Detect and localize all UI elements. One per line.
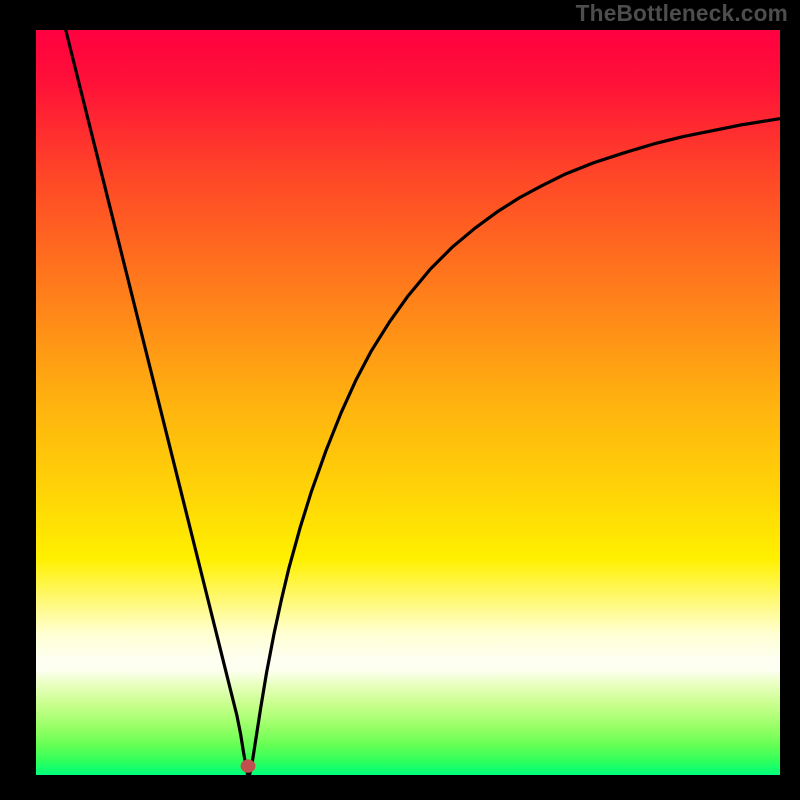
gradient-background: [36, 30, 780, 775]
plot-area: [36, 30, 780, 775]
chart-container: TheBottleneck.com: [0, 0, 800, 800]
minimum-marker: [241, 759, 256, 772]
watermark-text: TheBottleneck.com: [576, 0, 788, 27]
